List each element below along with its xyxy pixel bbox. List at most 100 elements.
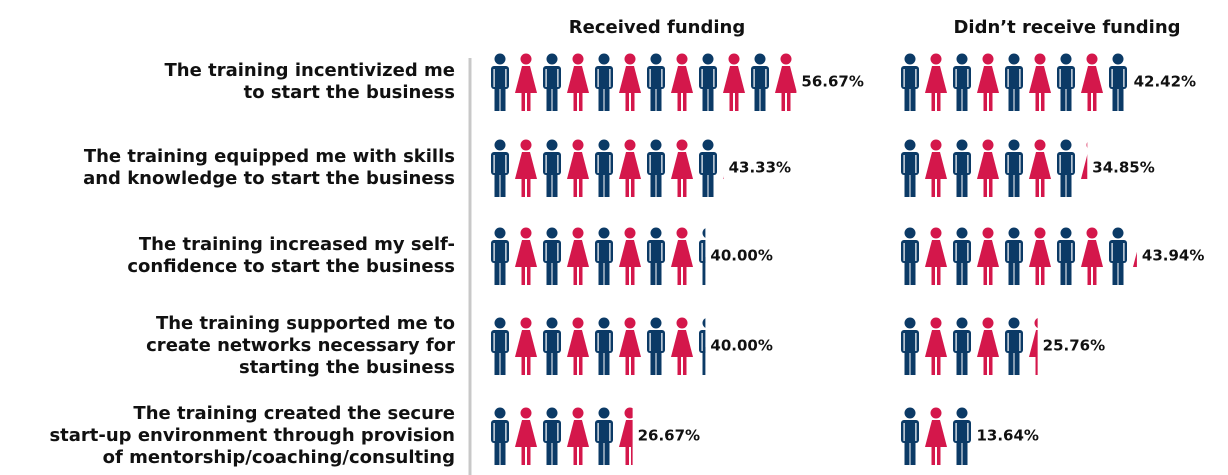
icon-leg xyxy=(552,83,558,111)
icon-head xyxy=(494,139,506,151)
icon-gap xyxy=(1071,69,1073,87)
icon-leg xyxy=(527,447,531,465)
icon-leg xyxy=(1041,357,1045,375)
icon-leg xyxy=(1035,357,1038,375)
icon-leg xyxy=(579,357,583,375)
icon-dress xyxy=(515,152,537,179)
icon-dress xyxy=(723,66,745,93)
icon-dress xyxy=(925,420,947,447)
icon-leg xyxy=(1014,83,1020,111)
icon-head xyxy=(650,227,662,239)
series-header: Received funding xyxy=(569,17,745,38)
icon-leg xyxy=(937,447,941,465)
icon-leg xyxy=(598,347,604,375)
icon-leg xyxy=(546,169,552,197)
icon-head xyxy=(520,53,532,65)
icon-head xyxy=(1086,227,1098,239)
icon-gap xyxy=(1123,243,1125,261)
icon-leg xyxy=(1008,83,1014,111)
icon-head xyxy=(650,139,662,151)
icon-head xyxy=(1034,139,1046,151)
icon-dress xyxy=(925,330,947,357)
icon-leg xyxy=(552,257,558,285)
icon-leg xyxy=(494,169,500,197)
category-label: The training created the secure xyxy=(133,403,455,424)
icon-gap xyxy=(609,333,611,351)
icon-head xyxy=(546,317,558,329)
icon-leg xyxy=(1014,169,1020,197)
icon-leg xyxy=(650,169,656,197)
icon-gap xyxy=(915,423,917,441)
icon-head xyxy=(930,139,942,151)
icon-leg xyxy=(598,257,604,285)
icon-gap xyxy=(967,423,969,441)
icon-leg xyxy=(702,83,708,111)
icon-leg xyxy=(904,347,910,375)
icon-gap xyxy=(1123,69,1125,87)
icon-leg xyxy=(683,93,687,111)
icon-head xyxy=(624,407,633,419)
icon-gap xyxy=(1111,69,1113,87)
icon-gap xyxy=(1059,243,1061,261)
icon-gap xyxy=(903,423,905,441)
value-label: 56.67% xyxy=(801,73,863,91)
icon-head xyxy=(754,53,766,65)
icon-head xyxy=(546,53,558,65)
icon-gap xyxy=(1111,243,1113,261)
category-label: create networks necessary for xyxy=(146,335,455,356)
icon-gap xyxy=(557,69,559,87)
icon-leg xyxy=(1066,169,1072,197)
icon-leg xyxy=(983,267,987,285)
icon-leg xyxy=(521,179,525,197)
icon-leg xyxy=(546,437,552,465)
icon-leg xyxy=(1008,257,1014,285)
icon-dress xyxy=(1133,251,1137,267)
icon-head xyxy=(598,317,610,329)
icon-leg xyxy=(904,169,910,197)
icon-leg xyxy=(754,83,760,111)
icon-leg xyxy=(598,169,604,197)
pictogram-bar xyxy=(491,317,706,375)
icon-leg xyxy=(494,437,500,465)
category-label: The training incentivized me xyxy=(165,60,455,81)
icon-leg xyxy=(650,83,656,111)
icon-head xyxy=(780,53,792,65)
icon-leg xyxy=(631,267,635,285)
icon-leg xyxy=(494,347,500,375)
icon-leg xyxy=(956,347,962,375)
icon-leg xyxy=(1035,93,1039,111)
icon-leg xyxy=(625,447,629,465)
category-label: and knowledge to start the business xyxy=(83,168,455,189)
icon-leg xyxy=(962,83,968,111)
icon-leg xyxy=(729,93,733,111)
icon-leg xyxy=(1008,347,1014,375)
icon-leg xyxy=(910,169,916,197)
icon-leg xyxy=(1008,169,1014,197)
icon-leg xyxy=(904,437,910,465)
icon-leg xyxy=(983,93,987,111)
icon-gap xyxy=(955,69,957,87)
icon-leg xyxy=(573,93,577,111)
icon-head xyxy=(676,53,688,65)
icon-leg xyxy=(1093,267,1097,285)
icon-leg xyxy=(579,267,583,285)
icon-leg xyxy=(527,357,531,375)
icon-gap xyxy=(915,69,917,87)
pictogram-bar xyxy=(491,407,633,465)
icon-leg xyxy=(781,93,785,111)
icon-gap xyxy=(597,69,599,87)
icon-gap xyxy=(661,155,663,173)
icon-leg xyxy=(931,93,935,111)
icon-head xyxy=(728,53,740,65)
icon-leg xyxy=(598,83,604,111)
icon-gap xyxy=(915,333,917,351)
icon-leg xyxy=(1066,257,1072,285)
icon-gap xyxy=(505,423,507,441)
series-header: Didn’t receive funding xyxy=(953,17,1180,38)
icon-leg xyxy=(579,179,583,197)
icon-head xyxy=(520,227,532,239)
icon-head xyxy=(572,53,584,65)
icon-head xyxy=(1060,227,1072,239)
icon-gap xyxy=(713,69,715,87)
icon-gap xyxy=(1071,155,1073,173)
